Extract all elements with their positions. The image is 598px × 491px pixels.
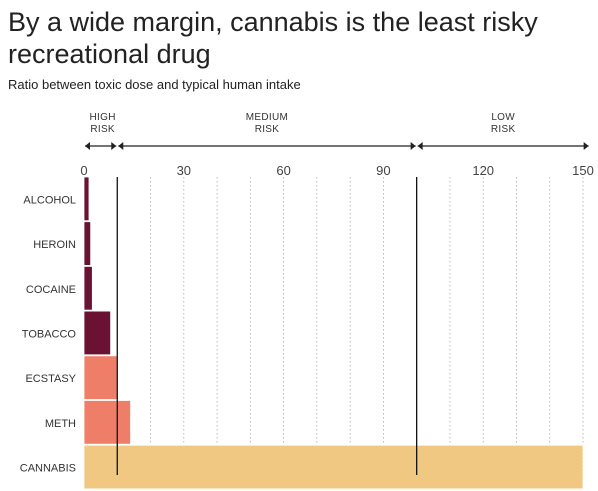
zone-label-line1: HIGH <box>90 112 116 123</box>
zone-label-line2: RISK <box>90 124 115 135</box>
bar <box>83 355 118 400</box>
zone-label-line2: RISK <box>255 124 280 135</box>
zone-label-line1: LOW <box>491 112 515 123</box>
zone-arrow-left-head <box>118 142 124 150</box>
x-tick-label: 120 <box>472 163 494 178</box>
category-label: ALCOHOL <box>23 194 76 206</box>
zone-label-line2: RISK <box>491 124 516 135</box>
zone-arrow-left-head <box>417 142 423 150</box>
bar <box>83 444 584 490</box>
category-label: ECSTASY <box>25 373 76 385</box>
x-tick-label: 0 <box>80 163 87 178</box>
x-tick-label: 90 <box>376 163 390 178</box>
bar <box>83 310 112 356</box>
chart-title: By a wide margin, cannabis is the least … <box>8 7 538 69</box>
x-tick-label: 60 <box>276 163 290 178</box>
category-label: METH <box>45 418 76 430</box>
zone-label-line1: MEDIUM <box>246 112 288 123</box>
zone-arrow-left-head <box>85 142 90 150</box>
category-label: COCAINE <box>26 284 76 296</box>
x-tick-label: 30 <box>177 163 191 178</box>
category-label: HEROIN <box>33 239 76 251</box>
bar <box>83 400 131 445</box>
x-tick-label: 150 <box>572 163 594 178</box>
bar <box>83 265 93 311</box>
bar <box>83 176 90 222</box>
chart-subtitle: Ratio between toxic dose and typical hum… <box>8 77 301 92</box>
category-label: CANNABIS <box>20 463 76 475</box>
zone-arrow-right-head <box>111 142 117 150</box>
bar <box>83 221 92 266</box>
category-label: TOBACCO <box>22 328 77 340</box>
zone-arrow-right-head <box>583 142 589 150</box>
zone-arrow-right-head <box>410 142 416 150</box>
